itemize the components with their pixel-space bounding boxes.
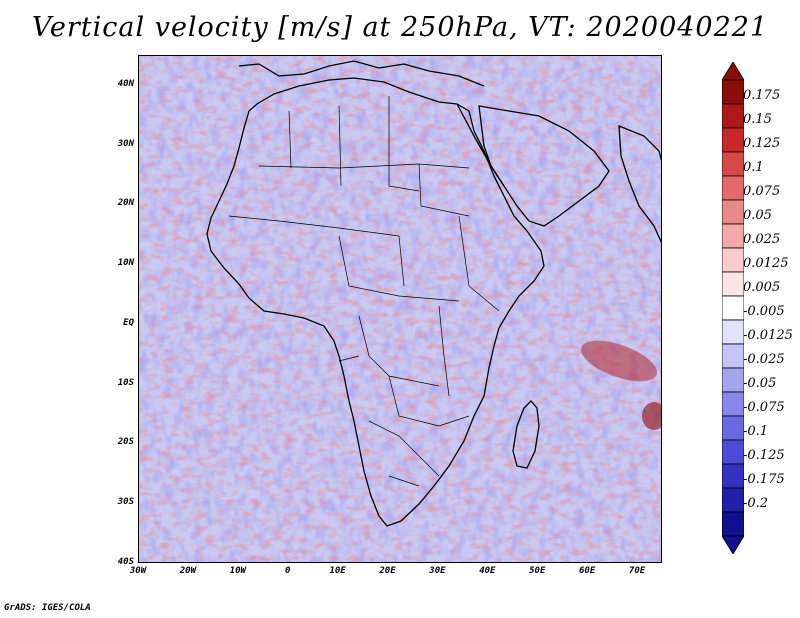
longitude-tick-label: 20E (379, 566, 396, 576)
colorbar-tick-label: 0.15 (743, 112, 772, 127)
strong-updraft-region (581, 340, 657, 382)
europe-coastline (238, 60, 485, 87)
colorbar-tick-label: -0.2 (743, 496, 769, 511)
longitude-tick-label: 20W (179, 566, 197, 576)
longitude-tick-label: 30E (429, 566, 446, 576)
colorbar-tick-label: 0.05 (743, 208, 772, 223)
coastlines (206, 60, 661, 527)
colorbar-tick-label: 0.025 (743, 232, 781, 247)
velocity-field-map (139, 56, 661, 562)
latitude-tick-label: 10S (117, 377, 134, 388)
field-texture (139, 56, 661, 562)
colorbar-swatch (722, 151, 744, 177)
colorbar-swatch (722, 223, 744, 249)
colorbar-swatch (722, 463, 744, 489)
latitude-tick-label: 10N (117, 258, 134, 269)
colorbar-swatch (722, 175, 744, 201)
latitude-tick-label: 20S (117, 437, 134, 448)
map-title: Vertical velocity [m/s] at 250hPa, VT: 2… (31, 12, 769, 43)
colorbar-tick-label: 0.0125 (743, 256, 789, 271)
colorbar-swatch (722, 391, 744, 417)
colorbar-swatch (722, 79, 744, 105)
colorbar-tick-label: -0.0125 (743, 328, 793, 343)
latitude-tick-label: EQ (123, 317, 134, 328)
colorbar-swatch (722, 415, 744, 441)
colorbar-tick-label: 0.125 (743, 136, 781, 151)
colorbar-max-arrow (722, 62, 744, 81)
map-plot-area (138, 55, 662, 563)
india-coastline (618, 125, 661, 244)
colorbar-swatch (722, 487, 744, 513)
colorbar-tick-label: 0.005 (743, 280, 781, 295)
colorbar-swatch (722, 199, 744, 225)
footer-credit: GrADS: IGES/COLA (4, 603, 91, 613)
colorbar-tick-label: -0.1 (743, 424, 769, 439)
colorbar-swatch (722, 319, 744, 345)
colorbar-swatch (722, 127, 744, 153)
latitude-tick-label: 40N (117, 78, 134, 89)
colorbar-swatch (722, 343, 744, 369)
longitude-tick-label: 30W (129, 566, 147, 576)
colorbar-swatch (722, 367, 744, 393)
latitude-tick-label: 30N (117, 138, 134, 149)
longitude-tick-label: 70E (628, 566, 646, 576)
longitude-tick-label: 60E (579, 566, 596, 576)
longitude-tick-label: 0 (284, 566, 291, 576)
colorbar-min-arrow (722, 535, 744, 554)
colorbar (722, 62, 744, 554)
longitude-tick-label: 10E (329, 566, 346, 576)
colorbar-swatch (722, 271, 744, 297)
colorbar-swatch (722, 439, 744, 465)
longitude-tick-label: 50E (529, 566, 546, 576)
colorbar-tick-label: -0.05 (743, 376, 777, 391)
cyclone-core (642, 402, 661, 430)
madagascar-coastline (512, 400, 540, 469)
colorbar-tick-label: -0.175 (743, 472, 785, 487)
colorbar-tick-label: 0.1 (743, 160, 764, 175)
colorbar-tick-label: -0.025 (743, 352, 785, 367)
colorbar-tick-label: 0.075 (743, 184, 781, 199)
longitude-tick-label: 40E (479, 566, 496, 576)
red-sea-coastline (456, 103, 505, 187)
country-borders (228, 96, 500, 487)
colorbar-tick-label: -0.005 (743, 304, 785, 319)
latitude-tick-label: 20N (117, 198, 134, 209)
latitude-tick-label: 30S (117, 497, 134, 508)
colorbar-swatch (722, 295, 744, 321)
colorbar-tick-label: 0.175 (743, 88, 781, 103)
latitude-tick-label: 40S (117, 557, 134, 567)
colorbar-swatch (722, 511, 744, 537)
africa-coastline (206, 77, 545, 527)
colorbar-swatch (722, 247, 744, 273)
colorbar-tick-label: -0.075 (743, 400, 785, 415)
longitude-tick-label: 10W (229, 566, 246, 576)
colorbar-tick-label: -0.125 (743, 448, 785, 463)
colorbar-swatch (722, 103, 744, 129)
